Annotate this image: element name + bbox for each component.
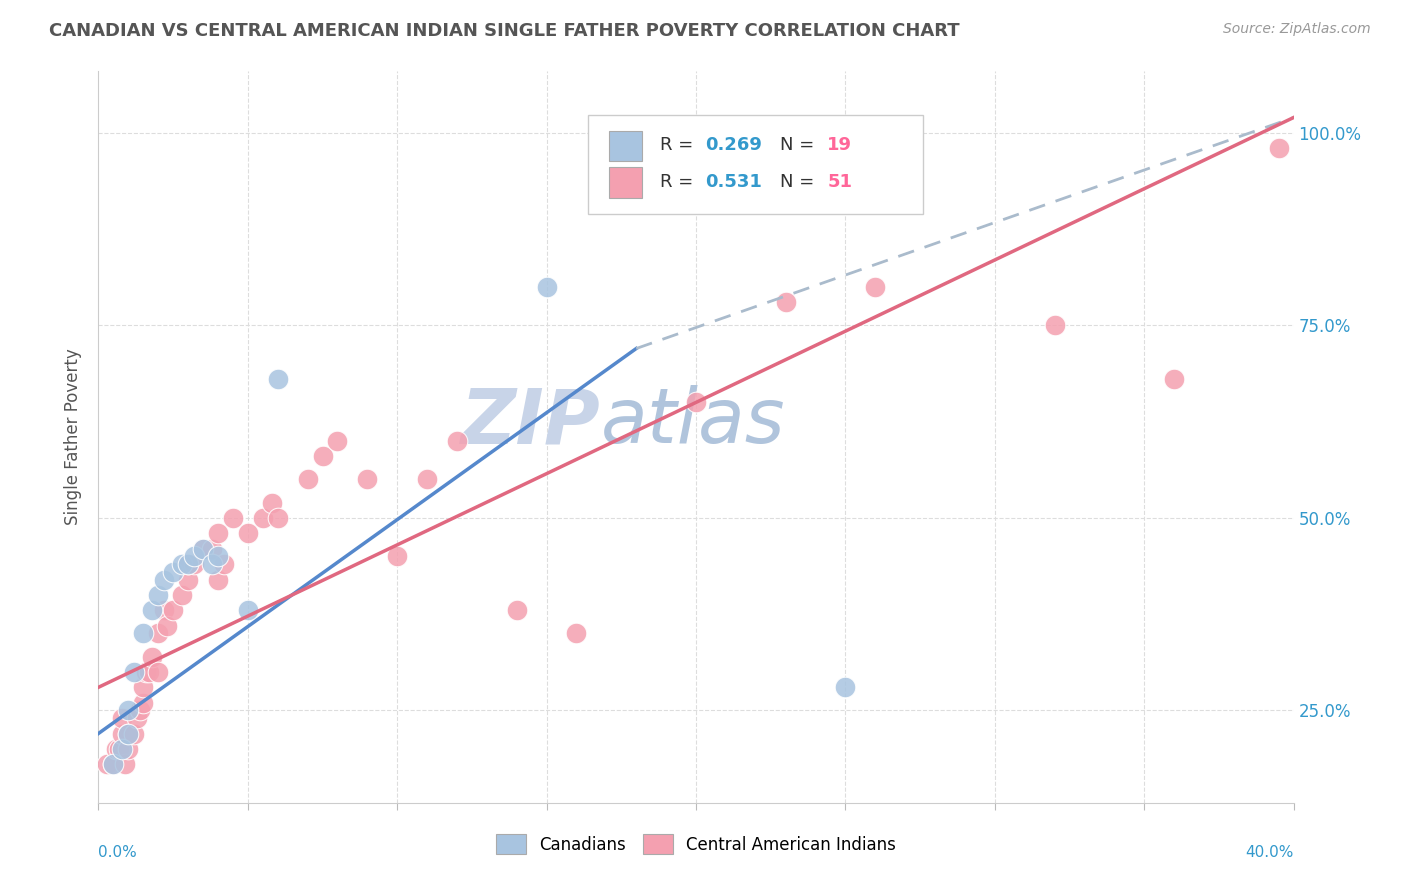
Text: R =: R = (661, 136, 699, 154)
Point (326, 434, 349, 448)
Point (111, 726, 134, 740)
Text: R =: R = (661, 173, 699, 191)
Point (207, 573, 229, 587)
Point (201, 541, 224, 556)
Point (132, 681, 155, 695)
Point (141, 649, 163, 664)
Point (506, 603, 529, 617)
Text: atlas: atlas (600, 385, 785, 459)
Point (124, 665, 146, 679)
Point (117, 726, 139, 740)
Point (153, 573, 176, 587)
Text: 40.0%: 40.0% (1246, 845, 1294, 860)
Point (124, 726, 146, 740)
Text: N =: N = (780, 173, 820, 191)
Point (111, 742, 134, 756)
Point (385, 549, 409, 564)
Point (111, 711, 134, 725)
Point (356, 472, 378, 486)
Point (105, 742, 128, 756)
Text: 0.531: 0.531 (706, 173, 762, 191)
Text: 0.0%: 0.0% (98, 845, 138, 860)
Point (536, 280, 558, 294)
Text: 51: 51 (828, 173, 852, 191)
Text: CANADIAN VS CENTRAL AMERICAN INDIAN SINGLE FATHER POVERTY CORRELATION CHART: CANADIAN VS CENTRAL AMERICAN INDIAN SING… (49, 22, 960, 40)
Point (834, 681, 856, 695)
Point (153, 603, 176, 617)
FancyBboxPatch shape (589, 115, 922, 214)
Point (117, 742, 139, 756)
Text: ZIP: ZIP (461, 385, 600, 459)
Point (297, 472, 319, 486)
Point (127, 711, 149, 725)
Point (132, 626, 155, 640)
Legend: Canadians, Central American Indians: Canadians, Central American Indians (489, 828, 903, 860)
Point (183, 549, 205, 564)
Point (252, 511, 274, 525)
Point (1267, 141, 1289, 155)
Point (148, 588, 170, 602)
FancyBboxPatch shape (609, 130, 643, 161)
Point (148, 665, 170, 679)
Point (191, 541, 214, 556)
Point (117, 726, 139, 740)
Point (212, 557, 235, 571)
Point (177, 557, 200, 571)
Point (267, 372, 290, 386)
Point (446, 434, 468, 448)
Point (141, 603, 163, 617)
Text: Source: ZipAtlas.com: Source: ZipAtlas.com (1223, 22, 1371, 37)
Point (236, 526, 259, 541)
Point (177, 557, 200, 571)
Point (191, 541, 214, 556)
Point (565, 626, 588, 640)
Point (207, 549, 229, 564)
Point (775, 295, 797, 310)
Point (1043, 318, 1066, 333)
Point (311, 450, 333, 464)
Point (260, 495, 283, 509)
Text: 0.269: 0.269 (706, 136, 762, 154)
Point (132, 696, 155, 710)
Point (1163, 372, 1185, 386)
Point (103, 757, 125, 772)
Point (162, 603, 184, 617)
Point (162, 565, 184, 579)
Point (865, 280, 887, 294)
Point (172, 557, 194, 571)
FancyBboxPatch shape (609, 167, 643, 198)
Point (222, 511, 245, 525)
Y-axis label: Single Father Poverty: Single Father Poverty (65, 349, 83, 525)
Text: N =: N = (780, 136, 820, 154)
Point (172, 588, 194, 602)
Point (416, 472, 439, 486)
Point (103, 757, 125, 772)
Point (96, 757, 118, 772)
Point (183, 557, 205, 571)
Point (177, 573, 200, 587)
Point (117, 703, 139, 717)
Point (236, 603, 259, 617)
Point (135, 665, 157, 679)
Text: 19: 19 (828, 136, 852, 154)
Point (108, 742, 131, 756)
Point (267, 511, 290, 525)
Point (156, 618, 179, 632)
Point (138, 665, 160, 679)
Point (148, 626, 170, 640)
Point (129, 703, 152, 717)
Point (201, 557, 224, 571)
Point (114, 757, 136, 772)
Point (207, 526, 229, 541)
Point (685, 395, 707, 409)
